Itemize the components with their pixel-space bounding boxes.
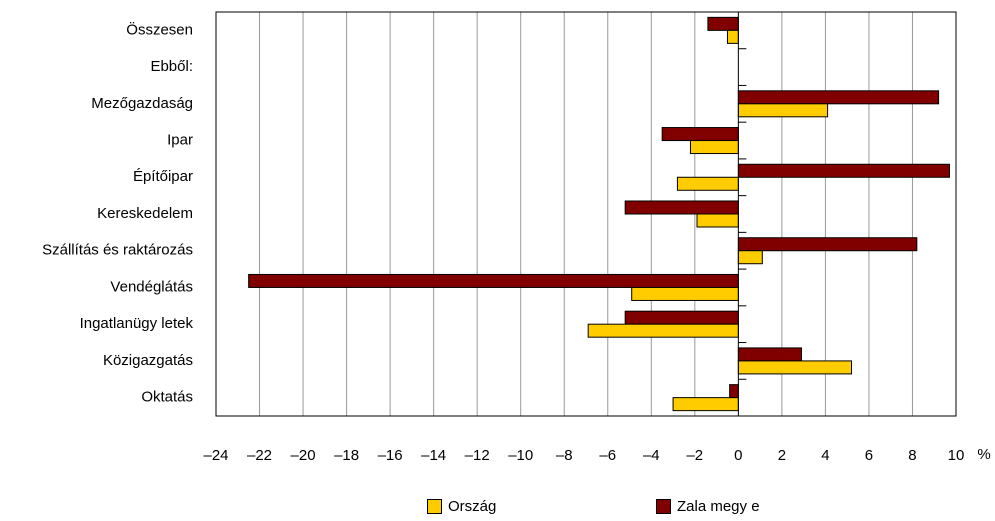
x-tick-label: 0: [734, 447, 742, 464]
category-label: Oktatás: [141, 389, 193, 406]
bars: [248, 16, 950, 412]
bar: [624, 310, 739, 325]
category-label: Ingatlanügy letek: [80, 315, 194, 332]
bar: [737, 347, 802, 362]
bar: [737, 237, 918, 252]
x-tick-label: –24: [203, 447, 228, 464]
x-tick-label: –12: [465, 447, 490, 464]
category-labels: Összesen Ebből: Mezőgazdaság Ipar Építőipar K…: [42, 20, 193, 405]
category-label: Vendéglátás: [110, 278, 193, 295]
bar: [624, 200, 739, 215]
x-tick-label: 10: [948, 447, 965, 464]
legend-item-orszag: Ország: [427, 498, 496, 515]
bar: [737, 250, 763, 265]
plot-frame: [215, 11, 957, 417]
category-label: Kereskedelem: [97, 205, 193, 222]
legend-swatch-orszag: [427, 499, 442, 514]
x-tick-label: –10: [508, 447, 533, 464]
category-label: Szállítás és raktározás: [42, 242, 193, 259]
bar: [248, 273, 739, 288]
x-tick-label: –2: [686, 447, 703, 464]
bar: [587, 323, 739, 338]
x-tick-label: 8: [908, 447, 916, 464]
bar: [661, 127, 739, 142]
tick-labels: –24 –22 –20 –18 –16 –14 –12 –10 –8 –6 –4 –2 0 2 4 6 8 10: [203, 447, 964, 464]
grid-lines: [259, 12, 913, 416]
bar: [689, 140, 739, 155]
bar: [737, 103, 829, 118]
legend-swatch-zala: [656, 499, 671, 514]
category-label: Ipar: [167, 132, 193, 149]
x-tick-label: 4: [821, 447, 829, 464]
bar: [726, 29, 739, 44]
x-axis-unit: %: [977, 446, 990, 463]
bar: [737, 90, 940, 105]
bar: [696, 213, 739, 228]
category-label: Összesen: [126, 20, 193, 38]
x-tick-label: –4: [643, 447, 660, 464]
category-label: Építőipar: [133, 168, 193, 185]
x-tick-label: –8: [556, 447, 573, 464]
x-tick-label: –20: [291, 447, 316, 464]
bar: [676, 176, 739, 191]
legend-item-zala: Zala megy e: [656, 498, 760, 515]
x-tick-label: –18: [334, 447, 359, 464]
x-tick-label: –22: [247, 447, 272, 464]
bar: [737, 163, 950, 178]
bar: [729, 384, 739, 399]
bar: [631, 286, 739, 301]
legend-label-zala: Zala megy e: [677, 498, 760, 515]
bar: [672, 397, 739, 412]
x-tick-label: 2: [778, 447, 786, 464]
x-tick-label: –16: [378, 447, 403, 464]
category-label: Mezőgazdaság: [91, 95, 193, 112]
category-label: Közigazgatás: [103, 352, 193, 369]
category-label: Ebből:: [150, 58, 193, 75]
x-tick-label: 6: [865, 447, 873, 464]
bar: [707, 16, 739, 31]
bar: [737, 360, 853, 375]
legend-label-orszag: Ország: [448, 498, 497, 515]
x-tick-label: –6: [599, 447, 616, 464]
x-tick-label: –14: [421, 447, 446, 464]
axes: [215, 11, 957, 417]
